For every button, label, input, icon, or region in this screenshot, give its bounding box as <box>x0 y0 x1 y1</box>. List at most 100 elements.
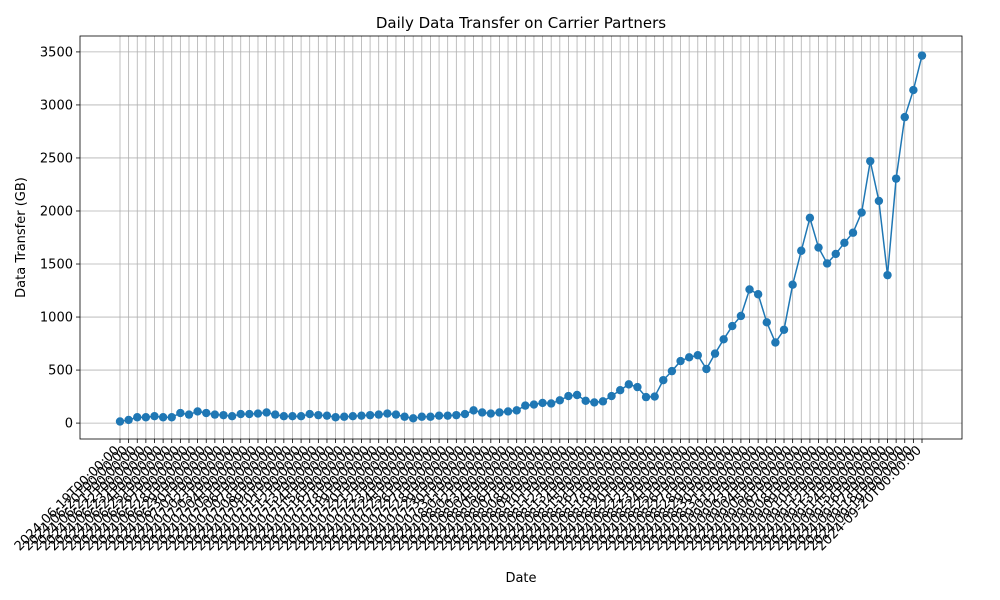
data-point <box>624 380 633 389</box>
data-point <box>340 412 349 421</box>
data-point <box>546 399 556 408</box>
data-point <box>133 413 142 422</box>
data-point <box>753 290 763 299</box>
data-point <box>866 156 875 166</box>
data-point <box>409 414 418 423</box>
x-axis-label: Date <box>505 571 536 586</box>
plot-frame <box>79 35 963 440</box>
data-point <box>538 398 547 408</box>
data-point <box>210 410 220 419</box>
data-point <box>521 401 530 410</box>
chart-title: Daily Data Transfer on Carrier Partners <box>376 14 666 32</box>
data-point <box>383 409 392 418</box>
data-point <box>857 208 866 217</box>
data-point <box>555 396 565 405</box>
x-axis-ticks: 2024-06-19T00:00:002024-06-20T00:00:0020… <box>12 439 925 554</box>
data-point <box>572 390 582 400</box>
data-point <box>227 411 237 421</box>
data-point <box>874 196 884 206</box>
data-point <box>814 243 823 252</box>
data-point <box>684 353 694 362</box>
data-point <box>202 408 211 418</box>
data-point <box>417 412 427 421</box>
data-point <box>348 411 358 421</box>
data-point <box>141 413 151 422</box>
data-point <box>271 410 280 419</box>
data-point <box>676 356 685 366</box>
y-tick-label: 3500 <box>40 45 73 60</box>
data-point <box>771 338 780 347</box>
y-tick-label: 0 <box>65 417 73 432</box>
data-point <box>667 366 677 376</box>
data-point <box>710 349 720 358</box>
data-point <box>262 408 271 417</box>
data-point <box>779 325 789 334</box>
data-point <box>659 375 668 385</box>
data-point <box>797 246 806 255</box>
data-point <box>331 413 340 422</box>
data-point <box>219 410 228 420</box>
data-point <box>788 280 797 289</box>
data-point <box>150 411 159 421</box>
y-axis-label: Data Transfer (GB) <box>14 177 29 298</box>
data-point <box>598 397 608 406</box>
data-point <box>719 335 728 344</box>
data-point <box>900 112 909 122</box>
data-point <box>469 406 478 415</box>
data-point <box>822 259 832 268</box>
data-point <box>288 411 297 421</box>
data-point <box>831 249 840 259</box>
data-point <box>805 213 815 223</box>
data-point <box>641 392 651 402</box>
data-point <box>452 410 461 420</box>
data-point <box>460 409 470 419</box>
grid <box>80 36 962 439</box>
data-point <box>253 409 263 418</box>
data-point <box>590 398 599 407</box>
y-tick-label: 2000 <box>40 204 73 219</box>
data-point <box>486 409 496 418</box>
data-point <box>322 411 332 420</box>
data-point <box>305 409 314 419</box>
data-point <box>443 411 452 420</box>
data-point <box>391 410 401 419</box>
data-point <box>167 413 176 422</box>
data-point <box>702 364 711 374</box>
data-point <box>503 407 513 416</box>
data-point <box>296 411 306 421</box>
data-point <box>512 406 521 415</box>
y-axis-ticks: 0 500 1000 1500 2000 2500 3000 3500 <box>40 45 80 432</box>
y-tick-label: 1000 <box>40 311 73 326</box>
data-point <box>426 412 435 421</box>
data-point <box>693 351 702 360</box>
data-point <box>650 392 659 401</box>
data-point <box>564 391 573 401</box>
data-point <box>400 412 409 421</box>
data-point <box>581 396 590 406</box>
data-point <box>848 228 858 237</box>
data-point <box>529 400 539 409</box>
data-point <box>495 408 504 417</box>
data-point <box>883 270 892 280</box>
data-point <box>245 409 254 419</box>
data-point <box>434 411 444 420</box>
data-point <box>365 410 375 420</box>
y-tick-label: 500 <box>48 364 73 379</box>
data-point <box>909 85 918 95</box>
data-point <box>374 410 383 419</box>
data-point <box>236 409 245 419</box>
data-point <box>357 411 366 420</box>
data-point <box>891 174 901 183</box>
data-point <box>615 386 625 395</box>
data-point <box>633 382 642 392</box>
data-point <box>184 410 194 419</box>
data-point <box>840 238 849 248</box>
data-point <box>607 391 616 401</box>
data-point <box>279 411 289 421</box>
data-point <box>158 413 168 422</box>
y-tick-label: 2500 <box>40 151 73 166</box>
data-point <box>193 407 202 416</box>
data-point <box>115 417 125 426</box>
